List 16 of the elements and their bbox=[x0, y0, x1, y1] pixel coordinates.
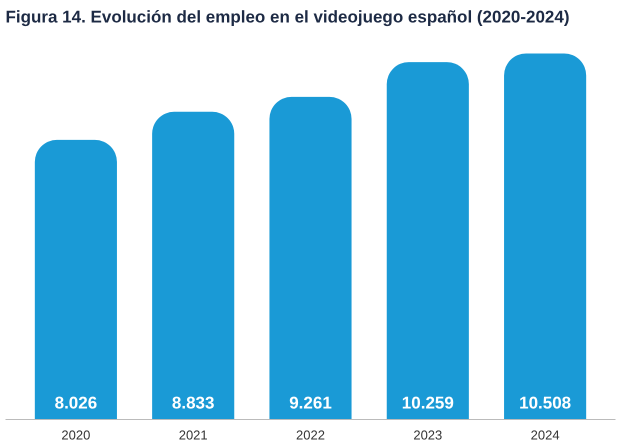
x-tick-label: 2022 bbox=[296, 428, 325, 442]
x-tick-label: 2020 bbox=[61, 428, 90, 442]
x-tick-label: 2024 bbox=[530, 428, 560, 442]
bar bbox=[34, 140, 117, 420]
x-tick-label: 2021 bbox=[178, 428, 208, 442]
data-label: 10.259 bbox=[402, 394, 454, 413]
x-tick-label: 2023 bbox=[413, 428, 442, 442]
data-label: 10.508 bbox=[519, 394, 572, 413]
chart-title: Figura 14. Evolución del empleo en el videojuego español (2020-2024) bbox=[6, 8, 570, 26]
bar bbox=[152, 112, 234, 420]
data-label: 8.026 bbox=[54, 394, 98, 413]
bar bbox=[269, 96, 352, 420]
data-label: 8.833 bbox=[172, 394, 214, 413]
bar bbox=[504, 53, 586, 420]
data-label: 9.261 bbox=[289, 394, 332, 413]
bar bbox=[386, 62, 469, 420]
